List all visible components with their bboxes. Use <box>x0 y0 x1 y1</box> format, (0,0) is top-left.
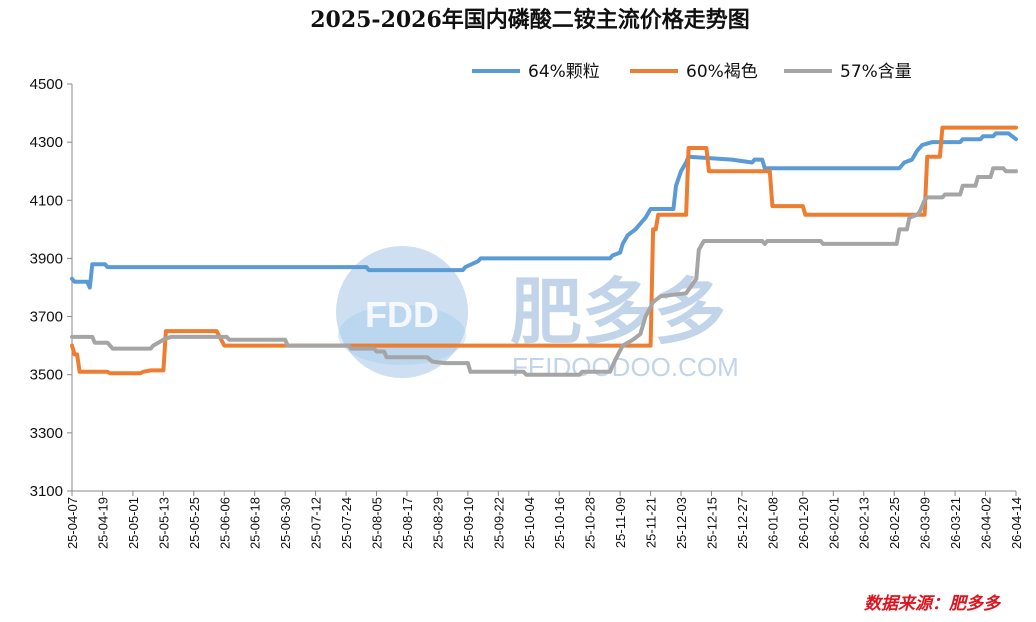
watermark-logo-text: FDD <box>365 294 439 335</box>
x-tick-label: 26-03-21 <box>948 497 963 549</box>
x-tick-label: 26-03-09 <box>918 497 933 549</box>
y-tick-label: 3700 <box>30 309 63 326</box>
x-tick-label: 25-09-10 <box>461 497 476 549</box>
x-tick-label: 25-08-29 <box>430 497 445 549</box>
x-tick-label: 25-08-17 <box>400 497 415 549</box>
x-tick-label: 26-04-02 <box>979 497 994 549</box>
series-line-1 <box>70 131 1018 290</box>
y-tick-label: 4300 <box>30 134 63 151</box>
x-tick-label: 25-05-13 <box>156 497 171 549</box>
x-tick-label: 25-08-05 <box>370 497 385 549</box>
x-tick-label: 25-10-04 <box>522 497 537 549</box>
y-tick-label: 3300 <box>30 425 63 442</box>
series-line-2 <box>70 125 1018 376</box>
x-tick-label: 25-11-09 <box>613 497 628 548</box>
x-tick-label: 26-02-01 <box>826 497 841 549</box>
x-tick-label: 25-06-06 <box>217 497 232 549</box>
legend-label-3: 57%含量 <box>840 62 912 82</box>
x-tick-label: 26-04-14 <box>1009 497 1024 549</box>
x-tick-label: 26-01-08 <box>765 497 780 549</box>
x-tick-label: 25-06-18 <box>248 497 263 549</box>
x-tick-label: 25-12-15 <box>704 497 719 549</box>
x-tick-label: 25-04-07 <box>65 497 80 549</box>
x-tick-label: 25-12-03 <box>674 497 689 549</box>
x-tick-label: 26-01-20 <box>796 497 811 549</box>
y-tick-label: 3100 <box>30 483 63 500</box>
axes: 3100 3300 3500 3700 3900 4100 4300 4500 25-04-07… <box>30 76 1024 549</box>
x-tick-label: 25-06-30 <box>278 497 293 549</box>
y-tick-label: 3900 <box>30 250 63 267</box>
x-tick-label: 25-07-12 <box>309 497 324 549</box>
legend-label-2: 60%褐色 <box>686 62 758 82</box>
x-tick-label: 25-07-24 <box>339 497 354 549</box>
chart-title: 2025-2026年国内磷酸二铵主流价格走势图 <box>310 7 750 33</box>
x-tick-label: 25-05-01 <box>126 497 141 549</box>
x-tick-label: 25-05-25 <box>187 497 202 549</box>
x-tick-label: 25-10-28 <box>583 497 598 549</box>
x-tick-label: 25-11-21 <box>644 497 659 548</box>
legend-label-1: 64%颗粒 <box>528 62 600 82</box>
series-line-3 <box>70 166 1018 377</box>
y-tick-label: 4100 <box>30 192 63 209</box>
x-tick-label: 25-10-16 <box>552 497 567 549</box>
y-tick-label: 4500 <box>30 76 63 93</box>
legend: 64%颗粒 60%褐色 57%含量 <box>472 62 912 82</box>
y-tick-label: 3500 <box>30 367 63 384</box>
x-tick-label: 25-12-27 <box>735 497 750 549</box>
x-tick-label: 26-02-13 <box>857 497 872 549</box>
series-group <box>70 125 1018 377</box>
source-note: 数据来源：肥多多 <box>864 594 1002 614</box>
x-tick-label: 25-09-22 <box>491 497 506 549</box>
watermark: FDD 肥多多 FEIDOODOO.COM <box>336 246 739 382</box>
x-tick-label: 25-04-19 <box>95 497 110 549</box>
watermark-url: FEIDOODOO.COM <box>512 352 739 382</box>
x-tick-label: 26-02-25 <box>887 497 902 549</box>
watermark-name: 肥多多 <box>510 270 726 354</box>
